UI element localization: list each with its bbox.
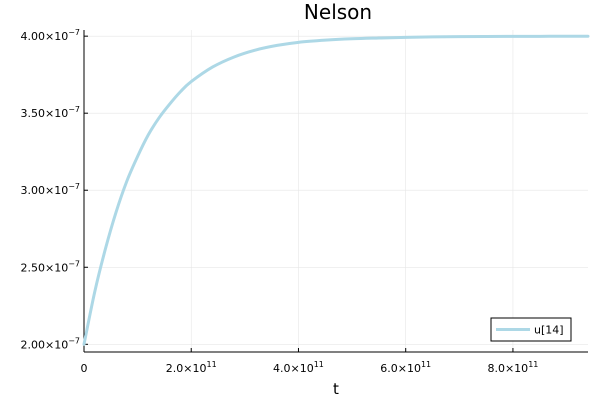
chart-title: Nelson xyxy=(304,0,372,24)
x-axis-label: t xyxy=(333,380,339,398)
x-tick-label: 0 xyxy=(81,362,88,375)
y-tick-label: 2.50×10−7 xyxy=(20,259,80,274)
axes xyxy=(83,30,588,353)
legend-label: u[14] xyxy=(534,324,564,337)
legend-box xyxy=(490,317,572,342)
y-tick-label: 3.00×10−7 xyxy=(20,182,80,197)
x-tick-label: 4.0×1011 xyxy=(273,360,324,375)
ticks: 0 2.0×1011 4.0×1011 6.0×1011 8.0×1011 2.00×10… xyxy=(20,28,538,375)
grid xyxy=(83,30,588,352)
y-tick-label: 2.00×10−7 xyxy=(20,336,80,351)
y-tick-label: 3.50×10−7 xyxy=(20,105,80,120)
series-line xyxy=(82,34,590,346)
x-tick-label: 2.0×1011 xyxy=(166,360,217,375)
series-layer xyxy=(82,34,590,346)
legend: u[14] xyxy=(490,317,572,342)
x-tick-label: 6.0×1011 xyxy=(380,360,431,375)
y-tick-label: 4.00×10−7 xyxy=(20,28,80,43)
x-tick-label: 8.0×1011 xyxy=(487,360,538,375)
